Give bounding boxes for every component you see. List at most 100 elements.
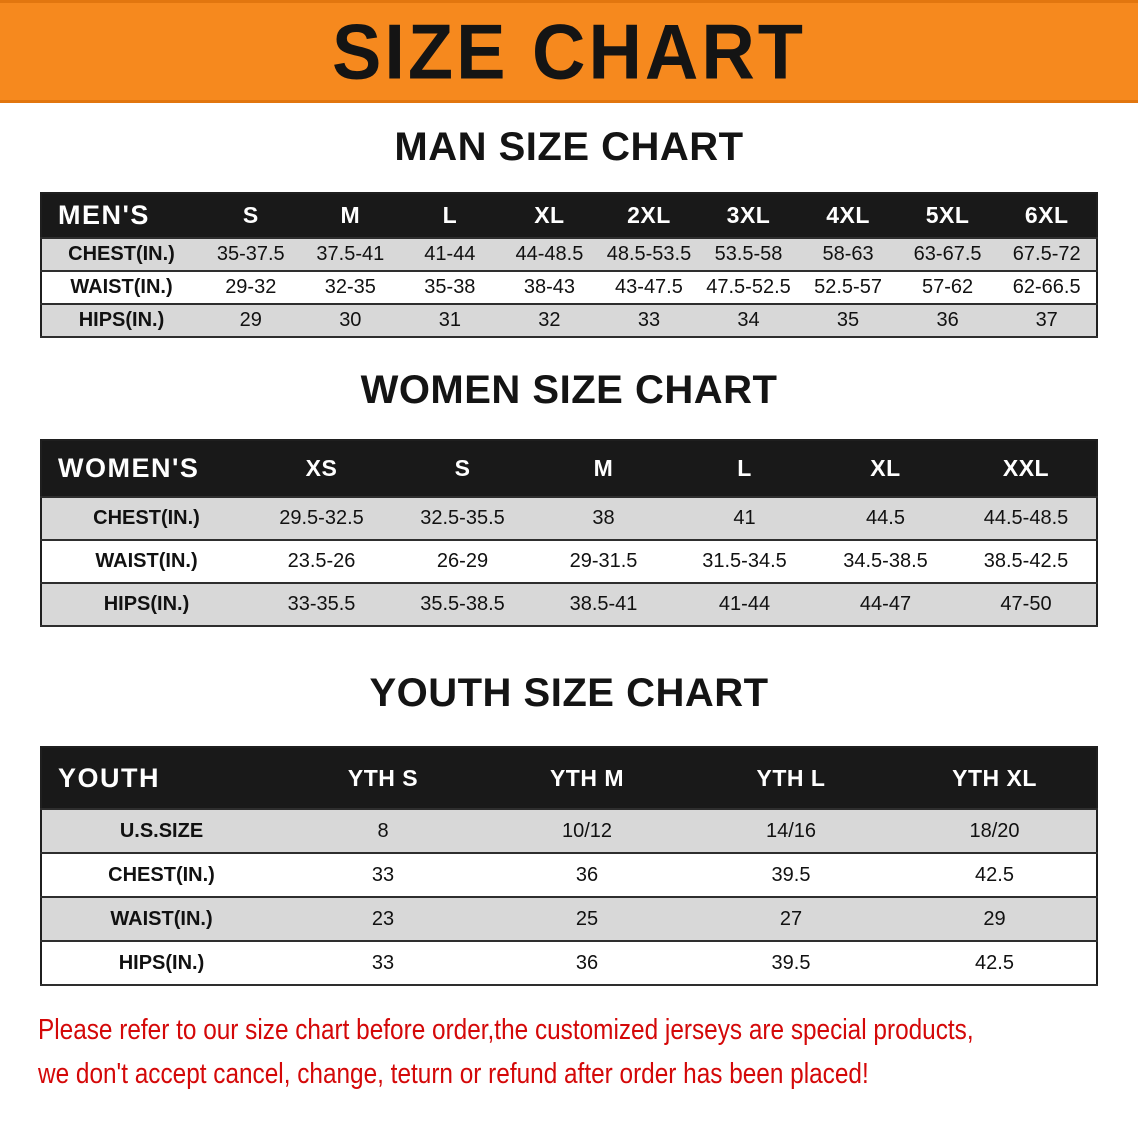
row-label-cell: U.S.SIZE	[119, 819, 204, 842]
value-cell: 31	[438, 309, 461, 331]
value-cell: 10/12	[561, 819, 613, 842]
value-cell: 47.5-52.5	[706, 276, 791, 298]
size-header-cell: 4XL	[826, 202, 870, 228]
value-cell: 25	[575, 907, 599, 930]
value-cell: 27	[779, 907, 803, 930]
value-cell: 32.5-35.5	[420, 507, 505, 529]
table-row: HIPS(IN.) 33 36 39.5 42.5	[41, 941, 1097, 985]
value-cell: 34	[737, 309, 760, 331]
size-header-cell: L	[442, 202, 458, 228]
value-cell: 29-31.5	[569, 550, 638, 572]
size-header-cell: XL	[534, 202, 565, 228]
value-cell: 39.5	[771, 951, 811, 974]
table-row: CHEST(IN.) 35-37.5 37.5-41 41-44 44-48.5 48.5…	[41, 238, 1097, 271]
value-cell: 35.5-38.5	[420, 593, 505, 615]
table-row: U.S.SIZE 8 10/12 14/16 18/20	[41, 809, 1097, 853]
value-cell: 37	[1035, 309, 1058, 331]
value-cell: 44.5-48.5	[983, 507, 1069, 529]
value-cell: 57-62	[922, 276, 974, 298]
row-label-cell: CHEST(IN.)	[108, 863, 215, 886]
size-header-cell: S	[454, 455, 471, 481]
table-row: HIPS(IN.) 29 30 31 32 33 34 35 36 37	[41, 304, 1097, 337]
row-label-cell: WAIST(IN.)	[110, 907, 213, 930]
row-label-cell: WAIST(IN.)	[70, 276, 173, 298]
banner-title: SIZE CHART	[332, 7, 806, 95]
value-cell: 44-48.5	[515, 243, 584, 265]
value-cell: 35	[836, 309, 860, 331]
table-row: CHEST(IN.) 29.5-32.5 32.5-35.5 38 41 44.5 44.5…	[41, 497, 1097, 540]
disclaimer-line-2: we don't accept cancel, change, teturn o…	[38, 1058, 869, 1090]
row-label-cell: WAIST(IN.)	[95, 550, 198, 572]
value-cell: 41-44	[424, 243, 476, 265]
value-cell: 38.5-42.5	[983, 550, 1069, 572]
value-cell: 34.5-38.5	[843, 550, 928, 572]
value-cell: 43-47.5	[615, 276, 683, 298]
men-section-heading: MAN SIZE CHART	[394, 125, 744, 169]
value-cell: 33	[371, 951, 395, 974]
value-cell: 38.5-41	[569, 593, 638, 615]
size-header-cell: 6XL	[1024, 202, 1069, 228]
value-cell: 48.5-53.5	[606, 243, 692, 265]
disclaimer-note: Please refer to our size chart before or…	[0, 986, 1138, 1096]
size-header-cell: YTH M	[549, 764, 625, 791]
value-cell: 41	[733, 507, 756, 529]
size-header-cell: L	[737, 455, 752, 481]
value-cell: 67.5-72	[1012, 243, 1081, 265]
value-cell: 30	[339, 309, 362, 331]
size-header-cell: YTH XL	[952, 764, 1037, 791]
value-cell: 31.5-34.5	[702, 550, 787, 572]
size-header-cell: XL	[870, 455, 901, 481]
value-cell: 29-32	[225, 276, 277, 298]
table-header-row: YOUTH YTH S YTH M YTH L YTH XL	[41, 747, 1097, 809]
table-title-cell: YOUTH	[58, 762, 160, 793]
row-label-cell: CHEST(IN.)	[68, 243, 175, 265]
size-chart-banner: SIZE CHART	[0, 0, 1138, 103]
value-cell: 38	[592, 507, 615, 529]
value-cell: 23	[371, 907, 395, 930]
size-header-cell: XS	[305, 455, 338, 481]
size-header-cell: M	[340, 202, 361, 228]
value-cell: 53.5-58	[714, 243, 783, 265]
youth-size-section: YOUTH SIZE CHART YOUTH YTH S YTH M YTH L YTH…	[0, 627, 1138, 986]
row-label-cell: CHEST(IN.)	[93, 507, 200, 529]
value-cell: 8	[377, 819, 389, 842]
value-cell: 62-66.5	[1012, 276, 1081, 298]
table-row: WAIST(IN.) 29-32 32-35 35-38 38-43 43-47.5 47.…	[41, 271, 1097, 304]
table-title-cell: WOMEN'S	[58, 453, 200, 483]
youth-size-table: YOUTH YTH S YTH M YTH L YTH XL U.S.SIZE 8 10/12…	[40, 746, 1098, 986]
value-cell: 58-63	[822, 243, 874, 265]
row-label-cell: HIPS(IN.)	[118, 951, 205, 974]
value-cell: 32	[538, 309, 561, 331]
size-header-cell: XXL	[1002, 455, 1050, 481]
value-cell: 33	[371, 863, 395, 886]
value-cell: 29	[983, 907, 1006, 930]
value-cell: 42.5	[975, 863, 1014, 886]
value-cell: 44-47	[859, 593, 912, 615]
value-cell: 29.5-32.5	[279, 507, 364, 529]
women-section-heading: WOMEN SIZE CHART	[360, 368, 778, 412]
table-row: HIPS(IN.) 33-35.5 35.5-38.5 38.5-41 41-44 44-…	[41, 583, 1097, 626]
value-cell: 42.5	[975, 951, 1014, 974]
size-header-cell: S	[242, 202, 259, 228]
table-header-row: MEN'S S M L XL 2XL 3XL 4XL 5XL 6XL	[41, 193, 1097, 238]
size-header-cell: 2XL	[627, 202, 671, 228]
value-cell: 41-44	[718, 593, 771, 615]
value-cell: 26-29	[436, 550, 489, 572]
value-cell: 18/20	[969, 819, 1020, 842]
value-cell: 38-43	[523, 276, 575, 298]
table-title-cell: MEN'S	[58, 200, 150, 230]
value-cell: 35-38	[424, 276, 476, 298]
size-header-cell: YTH S	[347, 764, 419, 791]
table-header-row: WOMEN'S XS S M L XL XXL	[41, 440, 1097, 497]
table-row: CHEST(IN.) 33 36 39.5 42.5	[41, 853, 1097, 897]
row-label-cell: HIPS(IN.)	[78, 309, 165, 331]
value-cell: 39.5	[771, 863, 811, 886]
value-cell: 29	[239, 309, 262, 331]
disclaimer-line-1: Please refer to our size chart before or…	[38, 1014, 974, 1046]
size-header-cell: 5XL	[925, 202, 970, 228]
value-cell: 23.5-26	[287, 550, 356, 572]
table-row: WAIST(IN.) 23 25 27 29	[41, 897, 1097, 941]
size-header-cell: 3XL	[726, 202, 771, 228]
youth-section-heading: YOUTH SIZE CHART	[369, 671, 769, 715]
value-cell: 35-37.5	[216, 243, 285, 265]
